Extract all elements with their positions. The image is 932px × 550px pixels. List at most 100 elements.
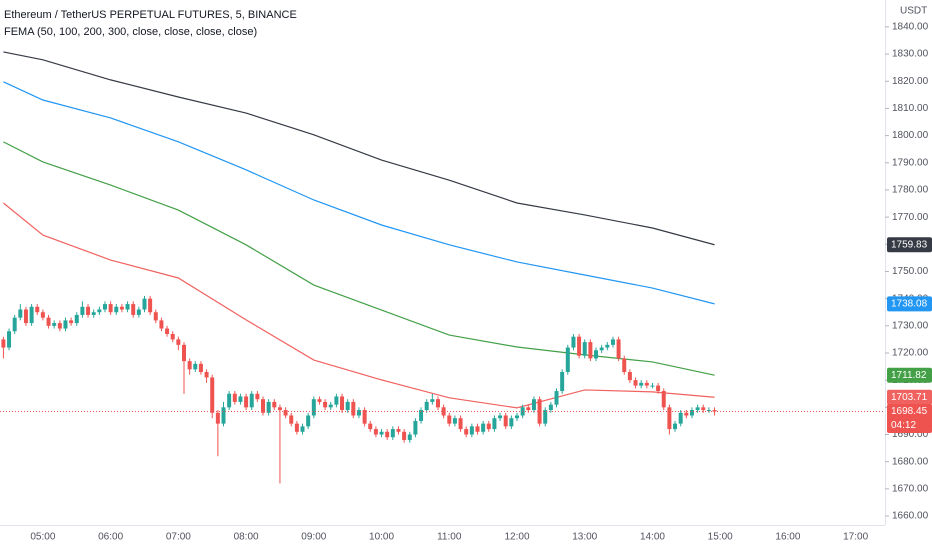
candle-body bbox=[373, 429, 378, 435]
y-tick-label: 1770.00 bbox=[892, 212, 929, 223]
candle-body bbox=[560, 372, 565, 392]
candle-body bbox=[531, 399, 536, 411]
candle-body bbox=[69, 320, 74, 324]
candle-body bbox=[712, 410, 717, 412]
candle-body bbox=[261, 399, 266, 413]
candle-body bbox=[385, 431, 390, 438]
price-label: 1759.83 bbox=[891, 239, 928, 250]
candle-body bbox=[515, 415, 520, 419]
candle-body bbox=[639, 382, 644, 386]
y-tick-label: 1670.00 bbox=[892, 483, 929, 494]
y-tick-label: 1800.00 bbox=[892, 130, 929, 141]
candle-body bbox=[543, 410, 548, 424]
candle-body bbox=[80, 306, 85, 315]
x-tick-label: 15:00 bbox=[708, 532, 733, 543]
candle-body bbox=[413, 420, 418, 435]
candle-body bbox=[430, 399, 435, 402]
candle-body bbox=[215, 412, 220, 424]
x-tick-label: 16:00 bbox=[775, 532, 800, 543]
candle-body bbox=[221, 407, 226, 424]
candle-body bbox=[23, 309, 28, 324]
candle-body bbox=[548, 404, 553, 411]
candle-body bbox=[481, 423, 486, 432]
candle-body bbox=[227, 393, 232, 408]
ema-line bbox=[3, 202, 715, 409]
y-tick-label: 1690.00 bbox=[892, 429, 929, 440]
candle-body bbox=[283, 410, 288, 416]
candle-body bbox=[475, 426, 480, 432]
candle-body bbox=[289, 415, 294, 424]
x-tick-label: 08:00 bbox=[234, 532, 259, 543]
y-tick-label: 1790.00 bbox=[892, 157, 929, 168]
candle-body bbox=[571, 336, 576, 348]
candle-body bbox=[244, 396, 249, 408]
candle-body bbox=[678, 412, 683, 424]
candle-body bbox=[7, 331, 12, 348]
candle-body bbox=[170, 333, 175, 340]
y-tick-label: 1730.00 bbox=[892, 320, 929, 331]
candle-body bbox=[266, 401, 271, 413]
candle-body bbox=[407, 434, 412, 440]
candle-body bbox=[565, 347, 570, 373]
candle-body bbox=[362, 410, 367, 424]
x-tick-label: 13:00 bbox=[572, 532, 597, 543]
candle-body bbox=[396, 429, 401, 432]
x-tick-label: 14:00 bbox=[640, 532, 665, 543]
candle-body bbox=[599, 347, 604, 351]
candle-body bbox=[689, 410, 694, 416]
candle-body bbox=[193, 363, 198, 370]
candle-body bbox=[306, 415, 311, 427]
candle-body bbox=[577, 336, 582, 356]
candle-body bbox=[594, 350, 599, 359]
candle-body bbox=[238, 396, 243, 402]
candle-body bbox=[345, 401, 350, 411]
candle-body bbox=[86, 306, 91, 315]
candle-body bbox=[368, 423, 373, 430]
x-tick-label: 05:00 bbox=[30, 532, 55, 543]
candle-body bbox=[323, 401, 328, 408]
candle-body bbox=[554, 391, 559, 405]
candle-body bbox=[644, 382, 649, 386]
candle-body bbox=[441, 407, 446, 416]
candle-body bbox=[650, 385, 655, 387]
candle-body bbox=[74, 314, 79, 324]
candle-body bbox=[12, 317, 17, 332]
candle-body bbox=[356, 410, 361, 416]
candle-body bbox=[40, 312, 45, 318]
candle-body bbox=[633, 380, 638, 386]
ema-line bbox=[3, 81, 715, 305]
y-tick-label: 1830.00 bbox=[892, 49, 929, 60]
candle-body bbox=[148, 298, 153, 313]
candle-body bbox=[142, 298, 147, 310]
candle-body bbox=[255, 393, 260, 400]
candle-body bbox=[469, 426, 474, 435]
candle-body bbox=[300, 426, 305, 432]
candle-body bbox=[125, 304, 130, 310]
candle-body bbox=[165, 328, 170, 334]
candle-body bbox=[588, 342, 593, 359]
candle-body bbox=[29, 306, 34, 324]
candle-body bbox=[661, 391, 666, 408]
candle-body bbox=[108, 304, 113, 313]
candle-body bbox=[486, 423, 491, 430]
candle-body bbox=[464, 429, 469, 435]
candle-body bbox=[131, 304, 136, 315]
x-tick-label: 10:00 bbox=[369, 532, 394, 543]
indicator-label: FEMA (50, 100, 200, 300, close, close, c… bbox=[4, 26, 257, 38]
candle-body bbox=[91, 312, 96, 315]
price-label: 1738.08 bbox=[891, 298, 928, 309]
candle-body bbox=[317, 399, 322, 402]
x-tick-label: 11:00 bbox=[437, 532, 462, 543]
candle-body bbox=[97, 309, 102, 313]
price-label: 1711.82 bbox=[891, 370, 927, 381]
candle-body bbox=[1, 339, 6, 348]
candle-body bbox=[46, 317, 51, 326]
candle-body bbox=[706, 410, 711, 412]
ema-line bbox=[3, 51, 715, 246]
candle-body bbox=[673, 423, 678, 430]
candle-body bbox=[458, 418, 463, 430]
candle-body bbox=[102, 304, 107, 310]
last-price-label: 1698.45 bbox=[891, 406, 928, 417]
